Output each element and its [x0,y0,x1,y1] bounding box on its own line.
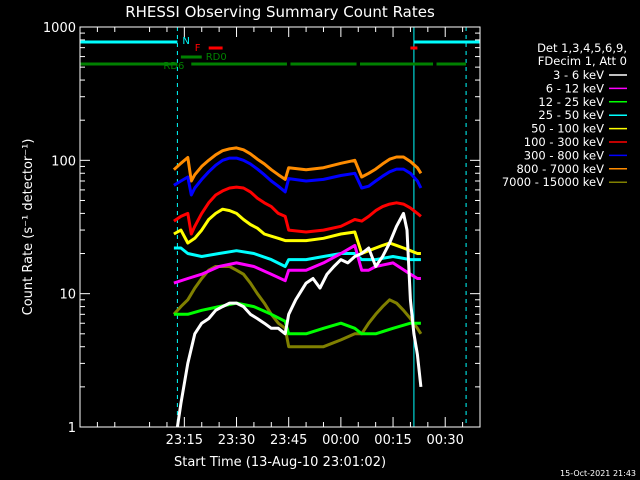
timestamp: 15-Oct-2021 21:43 [560,469,636,478]
state-bar-label-n: N [182,36,189,47]
legend-header-line-2: FDecim 1, Att 0 [538,54,627,68]
state-bar-label-rd6: RD6 [163,61,184,72]
x-tick-label-6: 00:30 [426,433,463,448]
y-tick-label-2: 10 [59,288,76,303]
y-tick-label-1: 1 [68,421,76,436]
state-bar-label-rd0: RD0 [206,52,227,63]
axes [79,26,481,428]
legend-label-50-100kev: 50 - 100 keV [531,122,604,136]
x-tick-label-4: 00:00 [322,433,359,448]
series-line-12-25kev [173,301,421,336]
y-ticks: 1 10 100 1000 [43,21,480,436]
x-tick-label-3: 23:45 [270,433,307,448]
x-ticks: 23:15 23:30 23:45 00:00 00:15 00:30 [96,27,464,448]
x-axis-label: Start Time (13-Aug-10 23:01:02) [174,455,386,470]
series-line-25-50kev [173,246,421,268]
legend-label-6-12kev: 6 - 12 keV [546,81,604,95]
x-tick-label-2: 23:30 [218,433,255,448]
plot-area: NF RD0 RD6 [79,27,480,428]
series-line-300-800kev [173,156,423,197]
legend-label-25-50kev: 25 - 50 keV [538,108,604,122]
legend-label-12-25kev: 12 - 25 keV [538,95,604,109]
series-line-3-6kev [175,211,423,428]
legend-label-300-800kev: 300 - 800 keV [524,148,604,162]
x-tick-label-1: 23:15 [166,433,203,448]
legend: Det 1,3,4,5,6,9, FDecim 1, Att 0 3 - 6 k… [502,41,627,189]
legend-label-7000-15000kev: 7000 - 15000 keV [502,175,604,189]
y-axis-label: Count Rate (s⁻¹ detector⁻¹) [21,139,36,316]
plot-frame [79,26,481,428]
state-bar-label-f: F [195,43,201,54]
legend-label-3-6kev: 3 - 6 keV [553,68,604,82]
y-tick-label-3: 100 [51,154,76,169]
legend-label-800-7000kev: 800 - 7000 keV [516,162,604,176]
series-line-800-7000kev [172,146,423,183]
series-line-100-300kev [173,185,422,236]
y-tick-label-4: 1000 [43,21,76,36]
chart-title: RHESSI Observing Summary Count Rates [125,3,435,21]
x-tick-label-5: 00:15 [374,433,411,448]
series-line-6-12kev [173,243,421,285]
legend-label-100-300kev: 100 - 300 keV [524,135,604,149]
legend-header-line-1: Det 1,3,4,5,6,9, [537,41,627,55]
